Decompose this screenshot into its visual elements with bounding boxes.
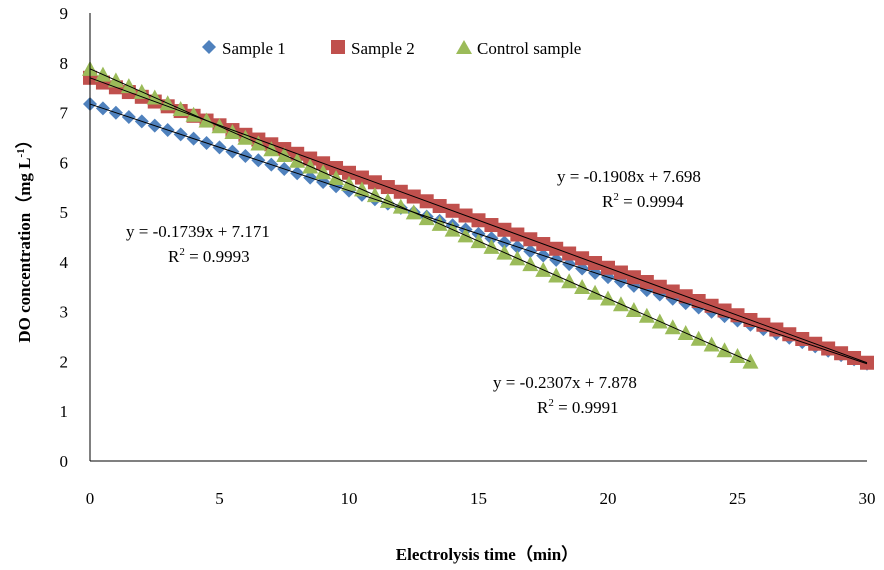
- x-axis-title: Electrolysis time（min）: [396, 544, 578, 564]
- legend-square-icon: [331, 40, 345, 54]
- x-tick-label: 15: [470, 489, 487, 508]
- legend-item-sample-1: Sample 1: [202, 39, 286, 58]
- y-tick-label: 5: [60, 203, 69, 222]
- x-tick-label: 10: [341, 489, 358, 508]
- trendline-control-sample: [89, 68, 751, 363]
- trendline-sample-1: [89, 103, 868, 365]
- fit-r2-sample-1: R2 = 0.9993: [168, 246, 250, 266]
- legend-label-sample-1: Sample 1: [222, 39, 286, 58]
- x-tick-label: 25: [729, 489, 746, 508]
- y-tick-label: 3: [60, 303, 69, 322]
- axes: [89, 13, 867, 462]
- legend-triangle-icon: [456, 40, 472, 54]
- fit-r2-sample-2: R2 = 0.9994: [602, 191, 684, 211]
- fit-r2-control-sample: R2 = 0.9991: [537, 397, 619, 417]
- legend-label-control-sample: Control sample: [477, 39, 581, 58]
- x-tick-label: 0: [86, 489, 95, 508]
- data-markers: [82, 60, 874, 371]
- y-tick-labels: 0 1 2 3 4 5 6 7 8 9: [60, 4, 69, 471]
- x-tick-labels: 0 5 10 15 20 25 30: [86, 489, 876, 508]
- legend-item-control-sample: Control sample: [456, 39, 581, 58]
- trendlines: [89, 68, 868, 365]
- y-tick-label: 0: [60, 452, 69, 471]
- y-tick-label: 7: [60, 104, 69, 123]
- fit-equation-control-sample: y = -0.2307x + 7.878: [493, 373, 637, 392]
- y-tick-label: 6: [60, 153, 69, 172]
- y-tick-label: 2: [60, 352, 69, 371]
- fit-annotation-sample-2: y = -0.1908x + 7.698 R2 = 0.9994: [557, 167, 701, 211]
- y-axis-title-end: ）: [14, 131, 34, 148]
- y-axis-title-main: DO concentration（mg L: [14, 158, 34, 343]
- trendline-sample-2: [89, 77, 868, 364]
- fit-equation-sample-1: y = -0.1739x + 7.171: [126, 222, 270, 241]
- legend-item-sample-2: Sample 2: [331, 39, 415, 58]
- y-axis-title-sup: -1: [15, 148, 27, 157]
- y-tick-label: 9: [60, 4, 69, 23]
- x-tick-label: 5: [215, 489, 224, 508]
- y-tick-label: 4: [60, 253, 69, 272]
- legend: Sample 1 Sample 2 Control sample: [202, 39, 581, 58]
- fit-equation-sample-2: y = -0.1908x + 7.698: [557, 167, 701, 186]
- y-axis-title: DO concentration（mg L-1）: [14, 131, 34, 342]
- legend-label-sample-2: Sample 2: [351, 39, 415, 58]
- y-tick-label: 8: [60, 54, 69, 73]
- fit-annotation-sample-1: y = -0.1739x + 7.171 R2 = 0.9993: [126, 222, 270, 266]
- legend-diamond-icon: [202, 40, 216, 54]
- y-tick-label: 1: [60, 402, 69, 421]
- fit-annotation-control-sample: y = -0.2307x + 7.878 R2 = 0.9991: [493, 373, 637, 417]
- x-tick-label: 30: [859, 489, 876, 508]
- x-tick-label: 20: [600, 489, 617, 508]
